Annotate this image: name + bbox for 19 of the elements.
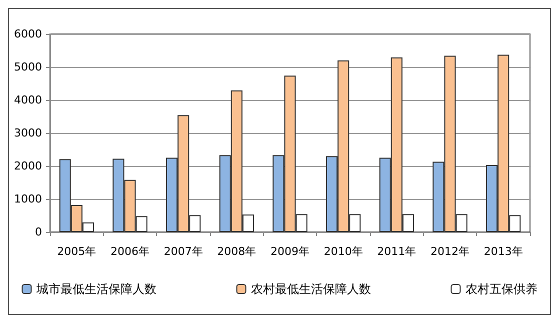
x-tick-label: 2009年 — [270, 245, 310, 258]
legend-label: 农村最低生活保障人数 — [250, 282, 371, 296]
y-tick-label: 3000 — [14, 126, 42, 140]
legend-label: 城市最低生活保障人数 — [35, 282, 156, 296]
x-tick-label: 2012年 — [430, 245, 470, 258]
x-tick-label: 2010年 — [324, 245, 363, 258]
y-tick-label: 2000 — [14, 160, 42, 172]
x-tick-label: 2013年 — [484, 245, 523, 258]
y-tick-label: 4000 — [14, 94, 42, 106]
y-tick-label: 1000 — [14, 192, 42, 206]
x-tick-label: 2008年 — [217, 245, 256, 258]
x-tick-label: 2007年 — [164, 245, 203, 258]
x-tick-label: 2006年 — [110, 245, 150, 258]
y-tick-label: 0 — [35, 226, 42, 238]
y-tick-label: 6000 — [14, 28, 42, 40]
legend-label: 农村五保供养 — [465, 282, 538, 296]
y-tick-label: 5000 — [14, 60, 42, 74]
x-tick-label: 2011年 — [377, 245, 416, 258]
x-tick-label: 2005年 — [57, 245, 96, 258]
